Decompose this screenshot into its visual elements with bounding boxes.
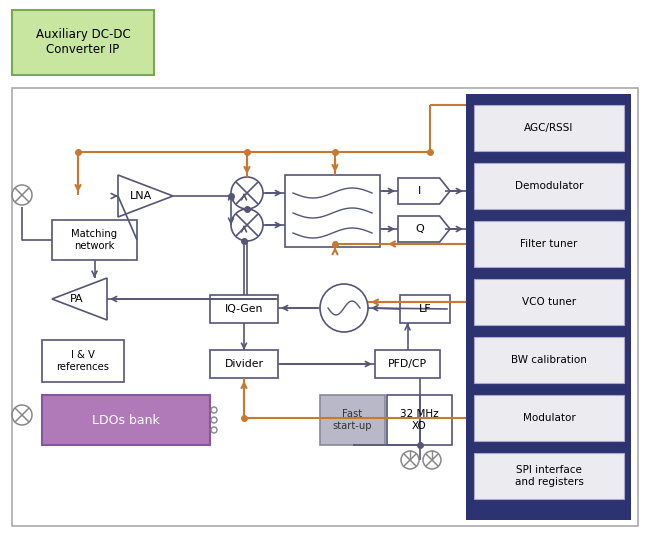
Bar	[474, 279, 624, 325]
Bar	[474, 105, 624, 151]
Polygon shape	[118, 175, 173, 217]
Bar	[52, 220, 137, 260]
Polygon shape	[398, 216, 450, 242]
Text: PA: PA	[70, 294, 84, 304]
Text: Matching
network: Matching network	[72, 229, 118, 251]
Bar	[12, 88, 638, 526]
Text: VCO tuner: VCO tuner	[522, 297, 576, 307]
Bar	[375, 350, 440, 378]
Bar	[474, 163, 624, 209]
Polygon shape	[52, 278, 107, 320]
Text: AGC/RSSI: AGC/RSSI	[525, 123, 574, 133]
Text: Auxiliary DC-DC
Converter IP: Auxiliary DC-DC Converter IP	[36, 28, 131, 56]
Bar	[12, 10, 154, 75]
Text: Q: Q	[415, 224, 424, 234]
Text: Fast
start-up: Fast start-up	[333, 409, 372, 431]
Text: Demodulator: Demodulator	[515, 181, 583, 191]
Bar	[474, 337, 624, 383]
Bar	[210, 350, 278, 378]
Text: Filter tuner: Filter tuner	[520, 239, 578, 249]
Bar	[466, 94, 631, 520]
Circle shape	[320, 284, 368, 332]
Bar	[474, 453, 624, 499]
Bar	[387, 395, 452, 445]
Text: IQ-Gen: IQ-Gen	[225, 304, 263, 314]
Polygon shape	[398, 178, 450, 204]
Bar	[285, 175, 380, 247]
Bar	[400, 295, 450, 323]
Bar	[42, 395, 210, 445]
Text: PFD/CP: PFD/CP	[388, 359, 427, 369]
Bar	[474, 221, 624, 267]
Text: I: I	[418, 186, 421, 196]
Text: LF: LF	[419, 304, 432, 314]
Text: Divider: Divider	[224, 359, 263, 369]
Text: LNA: LNA	[130, 191, 152, 201]
Text: 32 MHz
XO: 32 MHz XO	[400, 409, 439, 431]
Text: BW calibration: BW calibration	[511, 355, 587, 365]
Bar	[210, 295, 278, 323]
Text: LDOs bank: LDOs bank	[92, 413, 160, 426]
Bar	[320, 395, 385, 445]
Text: I & V
references: I & V references	[57, 350, 109, 372]
Text: Modulator: Modulator	[523, 413, 575, 423]
Bar	[42, 340, 124, 382]
Text: SPI interface
and registers: SPI interface and registers	[515, 465, 584, 487]
Bar	[474, 395, 624, 441]
